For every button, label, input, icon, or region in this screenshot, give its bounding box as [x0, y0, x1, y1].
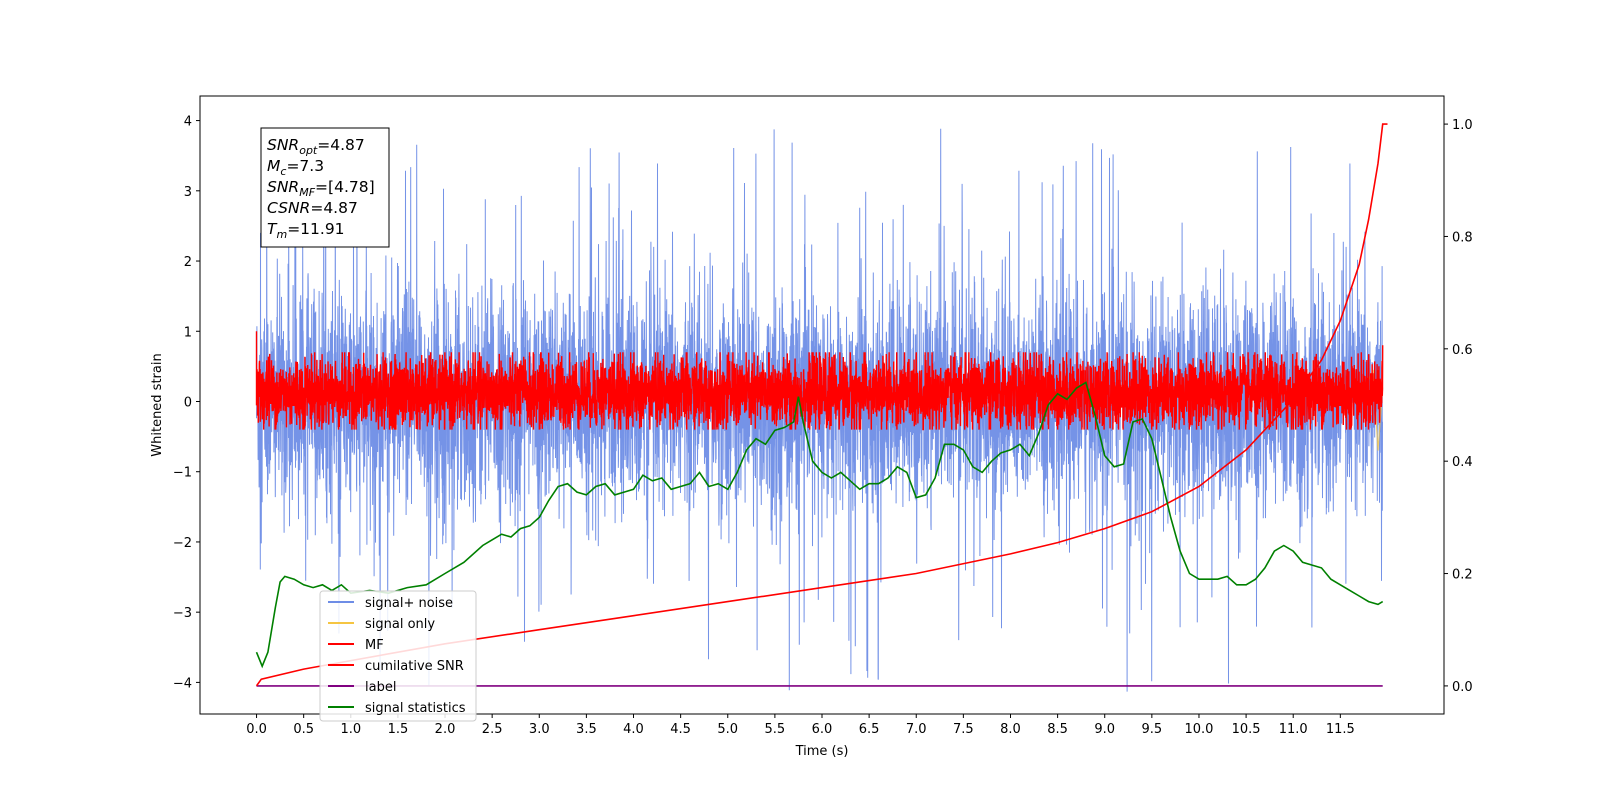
legend-label: label: [365, 680, 396, 695]
x-tick-label: 9.5: [1142, 722, 1163, 737]
x-tick-label: 5.0: [717, 722, 738, 737]
x-tick-label: 10.0: [1184, 722, 1213, 737]
legend: signal+ noise signal only MF cumilative SNR…: [319, 590, 477, 722]
annotation-line: SNRMF=[4.78]: [267, 178, 375, 199]
annotation-line: SNRopt=4.87: [267, 136, 365, 157]
annotation-subscript: c: [280, 165, 286, 178]
x-tick-label: 2.0: [435, 722, 456, 737]
y-tick-label: −3: [173, 606, 192, 621]
annotation-line: Mc=7.3: [267, 157, 324, 178]
x-tick-label: 1.5: [388, 722, 409, 737]
legend-label: signal only: [365, 617, 435, 632]
legend-label: signal+ noise: [365, 596, 453, 611]
x-tick-label: 11.0: [1279, 722, 1308, 737]
annotation-subscript: opt: [299, 144, 318, 157]
x-tick-label: 4.0: [623, 722, 644, 737]
annotation-value: =7.3: [286, 157, 324, 175]
series-line-mf: [255, 331, 1384, 431]
x-tick-label: 11.5: [1326, 722, 1355, 737]
y2-tick-label: 1.0: [1452, 118, 1473, 133]
x-tick-label: 3.0: [529, 722, 550, 737]
y-tick-label: 0: [184, 395, 192, 410]
legend-frame: [319, 590, 477, 722]
legend-label: cumilative SNR: [365, 659, 464, 674]
y-tick-label: 2: [184, 255, 192, 270]
annotation-value: =4.87: [310, 199, 358, 217]
y-tick-label: 1: [184, 325, 192, 340]
y-tick-label: 3: [184, 185, 192, 200]
annotation-symbol: CSNR: [267, 199, 310, 217]
legend-label: MF: [365, 638, 384, 653]
y2-tick-label: 0.8: [1452, 230, 1473, 245]
y-tick-label: −4: [173, 676, 192, 691]
y2-tick-label: 0.4: [1452, 455, 1473, 470]
annotation-value: =[4.78]: [315, 178, 375, 196]
y-tick-label: −2: [173, 536, 192, 551]
annotation-subscript: m: [276, 228, 287, 241]
legend-label: signal statistics: [365, 701, 466, 716]
annotation-symbol: M: [267, 157, 280, 175]
x-tick-label: 6.5: [859, 722, 880, 737]
annotation-line: Tm=11.91: [267, 220, 345, 241]
x-tick-label: 7.5: [953, 722, 974, 737]
annotation-subscript: MF: [299, 186, 315, 199]
annotation-box-frame: [260, 127, 390, 248]
x-axis-label: Time (s): [795, 744, 849, 759]
x-tick-label: 10.5: [1232, 722, 1261, 737]
x-tick-label: 5.5: [765, 722, 786, 737]
annotation-value: =11.91: [287, 220, 344, 238]
x-tick-label: 3.5: [576, 722, 597, 737]
x-tick-label: 6.0: [812, 722, 833, 737]
annotation-symbol: SNR: [267, 178, 299, 196]
y-axis-label: Whitened strain: [150, 353, 165, 456]
annotation-line: CSNR=4.87: [267, 199, 358, 217]
x-axis: 0.0 0.5 1.0 1.5 2.0 2.5 3.0 3.5 4.0 4.5 5.0 5.5 6.0 6…: [246, 714, 1355, 737]
y2-tick-label: 0.6: [1452, 343, 1473, 358]
series-line-signal-statistics: [255, 381, 1384, 669]
x-tick-label: 8.0: [1000, 722, 1021, 737]
x-tick-label: 8.5: [1047, 722, 1068, 737]
y-tick-label: 4: [184, 115, 192, 130]
y2-tick-label: 0.0: [1452, 680, 1473, 695]
y-tick-label: −1: [173, 466, 192, 481]
y2-tick-label: 0.2: [1452, 568, 1473, 583]
x-tick-label: 2.5: [482, 722, 503, 737]
stats-annotation-box: SNRopt=4.87Mc=7.3SNRMF=[4.78]CSNR=4.87Tm…: [260, 127, 390, 248]
x-tick-label: 1.0: [340, 722, 361, 737]
x-tick-label: 0.5: [293, 722, 314, 737]
x-tick-label: 0.0: [246, 722, 267, 737]
y-axis-right: 0.0 0.2 0.4 0.6 0.8 1.0: [1444, 118, 1473, 695]
x-tick-label: 7.0: [906, 722, 927, 737]
annotation-symbol: T: [267, 220, 278, 238]
y-axis-left: −4 −3 −2 −1 0 1 2 3 4: [173, 115, 200, 691]
x-tick-label: 9.0: [1094, 722, 1115, 737]
annotation-value: =4.87: [317, 136, 365, 154]
x-tick-label: 4.5: [670, 722, 691, 737]
annotation-symbol: SNR: [267, 136, 299, 154]
